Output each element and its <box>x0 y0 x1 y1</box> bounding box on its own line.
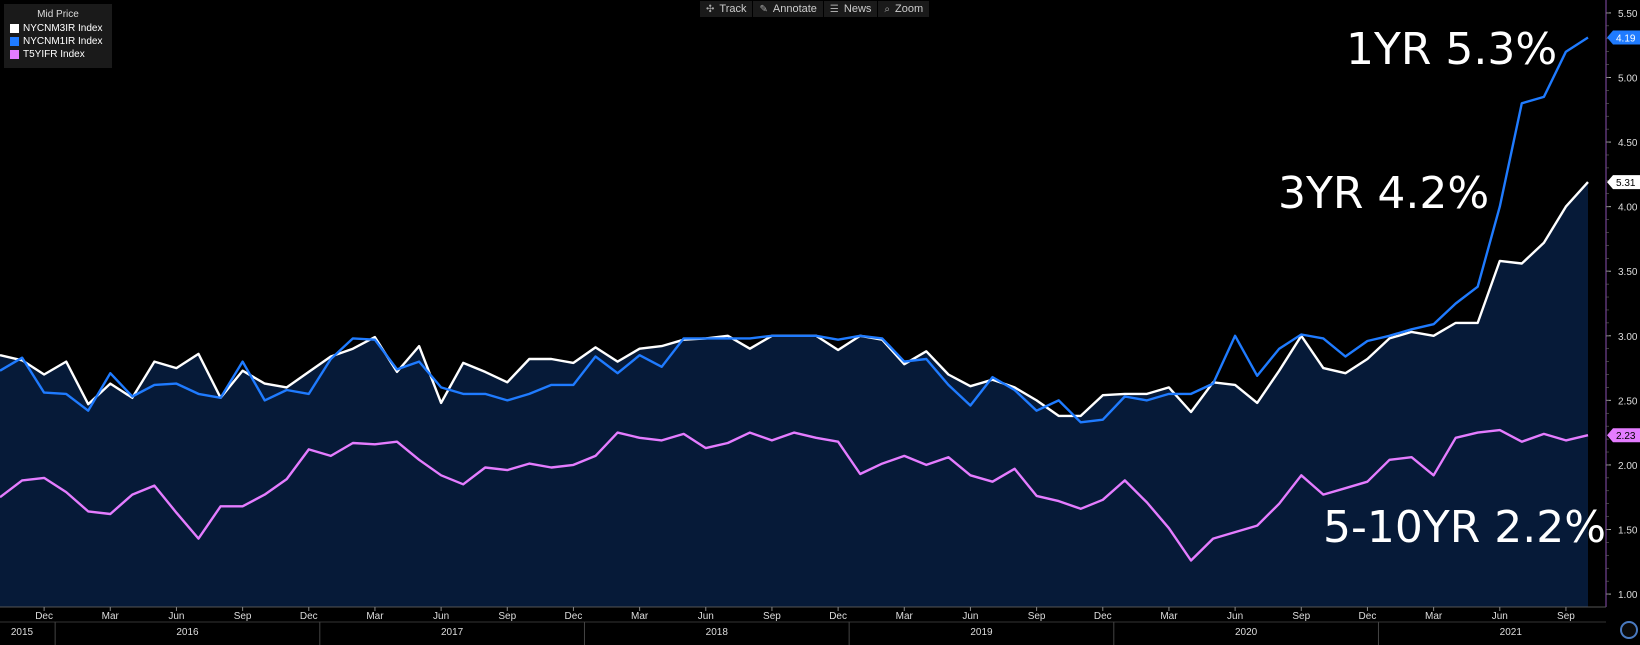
last-value-tag <box>1607 428 1640 443</box>
x-year-label: 2017 <box>441 627 464 638</box>
x-tick-label: Dec <box>1094 611 1112 622</box>
track-label: Track <box>719 3 747 15</box>
x-tick-label: Sep <box>1557 611 1575 622</box>
x-tick-label: Mar <box>366 611 384 622</box>
x-tick-label: Mar <box>631 611 649 622</box>
x-tick-label: Dec <box>35 611 53 622</box>
chart-settings-icon[interactable] <box>1620 621 1638 639</box>
plot-area <box>0 36 1589 607</box>
last-value-tag <box>1607 30 1640 45</box>
x-year-label: 2021 <box>1500 627 1523 638</box>
x-tick-label: Jun <box>168 611 184 622</box>
x-year-label: 2016 <box>176 627 199 638</box>
track-button[interactable]: ✣ Track <box>700 1 754 17</box>
x-year-label: 2018 <box>706 627 729 638</box>
last-value-label: 5.31 <box>1616 178 1636 189</box>
magnifier-icon: ⌕ <box>884 3 891 15</box>
y-tick-label: 1.50 <box>1618 526 1638 537</box>
x-tick-label: Sep <box>498 611 516 622</box>
last-value-tag <box>1607 175 1640 190</box>
last-value-label: 2.23 <box>1616 431 1636 442</box>
y-tick-label: 1.00 <box>1618 590 1638 601</box>
y-tick-label: 3.00 <box>1618 332 1638 343</box>
crosshair-icon: ✣ <box>706 3 715 15</box>
x-tick-label: Dec <box>1359 611 1377 622</box>
legend-label: NYCNM3IR Index <box>23 23 103 34</box>
zoom-label: Zoom <box>895 3 924 15</box>
y-tick-label: 2.00 <box>1618 461 1638 472</box>
legend-swatch <box>10 37 19 46</box>
y-tick-label: 4.00 <box>1618 203 1638 214</box>
x-tick-label: Mar <box>1425 611 1443 622</box>
x-tick-label: Mar <box>102 611 120 622</box>
last-value-label: 4.19 <box>1616 33 1636 44</box>
legend-swatch <box>10 24 19 33</box>
x-year-label: 2020 <box>1235 627 1258 638</box>
chart-toolbar: ✣ Track ✎ Annotate ☰ News ⌕ Zoom <box>700 1 931 17</box>
x-tick-label: Sep <box>1292 611 1310 622</box>
legend-item-nycnm3ir: NYCNM3IR Index <box>10 22 106 35</box>
y-axis: 1.00 1.50 2.00 2.50 3.00 3.50 4.00 4.50 5.00 5.50 <box>1605 0 1638 607</box>
x-tick-label: Sep <box>763 611 781 622</box>
x-year-label: 2015 <box>11 627 34 638</box>
x-tick-label: Dec <box>829 611 847 622</box>
annotate-label: Annotate <box>772 3 817 15</box>
x-axis-band <box>0 607 1640 645</box>
y-tick-label: 5.00 <box>1618 73 1638 84</box>
y-tick-label: 4.50 <box>1618 138 1638 149</box>
news-icon: ☰ <box>829 3 839 15</box>
series-area-1 <box>0 182 1588 607</box>
annotate-button[interactable]: ✎ Annotate <box>753 1 824 17</box>
legend-title: Mid Price <box>37 9 79 20</box>
legend-item-nycnm1ir: NYCNM1IR Index <box>10 35 106 48</box>
x-tick-label: Mar <box>1160 611 1178 622</box>
news-button[interactable]: ☰ News <box>824 1 879 17</box>
x-year-label: 2019 <box>970 627 993 638</box>
x-tick-label: Sep <box>234 611 252 622</box>
y-tick-label: 3.50 <box>1618 267 1638 278</box>
x-tick-label: Jun <box>1227 611 1243 622</box>
x-tick-label: Jun <box>433 611 449 622</box>
legend-swatch <box>10 50 19 59</box>
zoom-button[interactable]: ⌕ Zoom <box>878 1 931 17</box>
legend-item-t5yifr: T5YIFR Index <box>10 48 106 61</box>
series-line-t5yifr <box>0 428 1589 562</box>
y-tick-label: 5.50 <box>1618 9 1638 20</box>
series-line-nycnm1ir <box>0 36 1589 424</box>
callout-3yr: 3YR 4.2% <box>1278 168 1490 219</box>
x-tick-label: Dec <box>300 611 318 622</box>
legend: Mid Price NYCNM3IR Index NYCNM1IR Index … <box>4 4 112 68</box>
last-value-tags: 5.31 4.19 2.23 <box>1607 30 1640 443</box>
callout-1yr: 1YR 5.3% <box>1346 24 1558 75</box>
x-tick-label: Sep <box>1028 611 1046 622</box>
x-tick-label: Jun <box>1492 611 1508 622</box>
news-label: News <box>843 3 872 15</box>
legend-label: T5YIFR Index <box>23 49 85 60</box>
legend-label: NYCNM1IR Index <box>23 36 103 47</box>
x-tick-label: Jun <box>698 611 714 622</box>
pencil-icon: ✎ <box>759 3 768 15</box>
x-tick-label: Dec <box>565 611 583 622</box>
y-tick-label: 2.50 <box>1618 396 1638 407</box>
x-axis: Dec Mar Jun Sep Dec Mar Jun Sep Dec Mar Jun Sep Dec M… <box>0 606 1640 645</box>
callout-5-10yr: 5-10YR 2.2% <box>1323 502 1607 553</box>
x-tick-label: Mar <box>896 611 914 622</box>
x-tick-label: Jun <box>962 611 978 622</box>
